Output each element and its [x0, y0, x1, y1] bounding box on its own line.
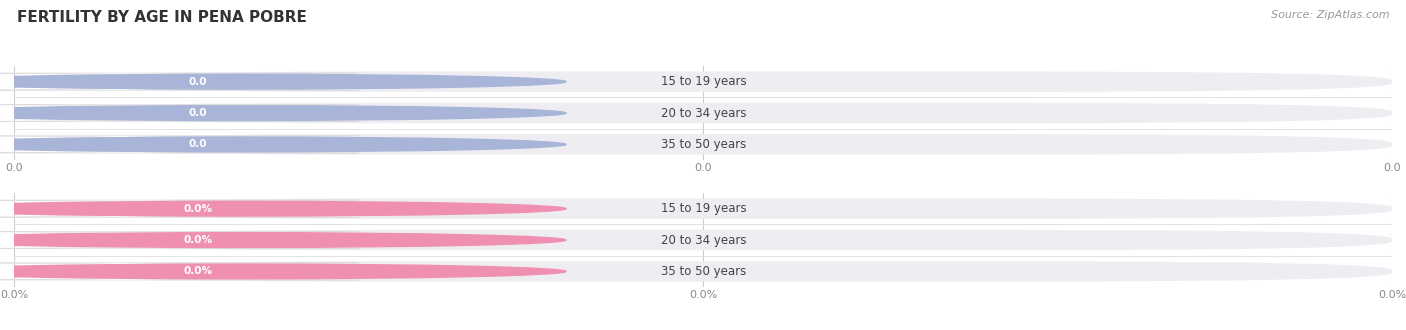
Circle shape	[0, 264, 567, 279]
Text: 0.0%: 0.0%	[183, 266, 212, 277]
FancyBboxPatch shape	[14, 199, 1392, 219]
Circle shape	[0, 106, 567, 120]
Text: 0.0: 0.0	[188, 108, 207, 118]
FancyBboxPatch shape	[0, 76, 416, 88]
FancyBboxPatch shape	[0, 138, 416, 150]
Text: 15 to 19 years: 15 to 19 years	[661, 202, 747, 215]
Text: Source: ZipAtlas.com: Source: ZipAtlas.com	[1271, 10, 1389, 20]
Text: 15 to 19 years: 15 to 19 years	[661, 75, 747, 88]
Text: 20 to 34 years: 20 to 34 years	[661, 234, 747, 247]
Circle shape	[0, 137, 567, 152]
Text: FERTILITY BY AGE IN PENA POBRE: FERTILITY BY AGE IN PENA POBRE	[17, 10, 307, 25]
FancyBboxPatch shape	[0, 104, 359, 122]
FancyBboxPatch shape	[0, 263, 359, 280]
FancyBboxPatch shape	[0, 234, 416, 246]
FancyBboxPatch shape	[0, 265, 416, 278]
Text: 0.0: 0.0	[188, 139, 207, 149]
FancyBboxPatch shape	[0, 200, 359, 217]
Circle shape	[0, 74, 567, 89]
Text: 0.0: 0.0	[188, 77, 207, 87]
Circle shape	[0, 201, 567, 216]
FancyBboxPatch shape	[14, 261, 1392, 281]
Text: 0.0%: 0.0%	[183, 235, 212, 245]
FancyBboxPatch shape	[0, 203, 416, 215]
Circle shape	[0, 233, 567, 248]
Text: 35 to 50 years: 35 to 50 years	[661, 138, 747, 151]
Text: 0.0%: 0.0%	[183, 204, 212, 214]
FancyBboxPatch shape	[14, 103, 1392, 123]
FancyBboxPatch shape	[14, 72, 1392, 92]
FancyBboxPatch shape	[0, 73, 359, 90]
FancyBboxPatch shape	[0, 231, 359, 249]
Text: 20 to 34 years: 20 to 34 years	[661, 107, 747, 119]
FancyBboxPatch shape	[14, 134, 1392, 154]
FancyBboxPatch shape	[14, 230, 1392, 250]
FancyBboxPatch shape	[0, 136, 359, 153]
FancyBboxPatch shape	[0, 107, 416, 119]
Text: 35 to 50 years: 35 to 50 years	[661, 265, 747, 278]
